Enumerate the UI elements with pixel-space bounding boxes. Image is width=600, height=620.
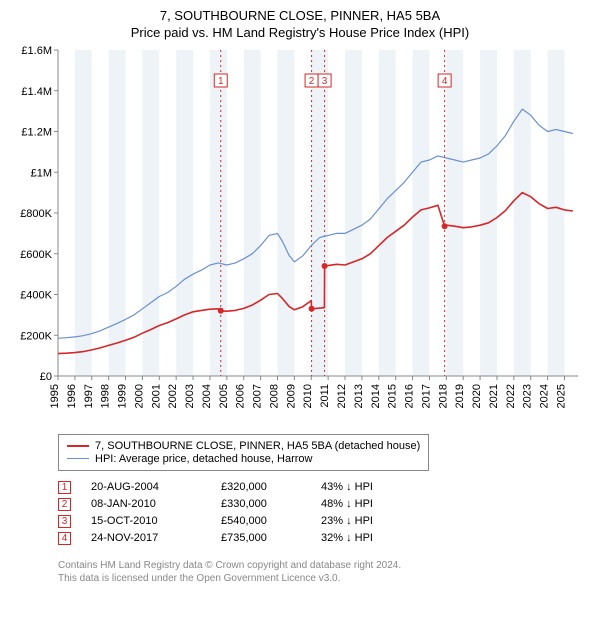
svg-text:2021: 2021 (488, 384, 500, 408)
svg-text:2002: 2002 (167, 384, 179, 408)
event-marker: 2 (58, 498, 71, 511)
svg-text:1: 1 (218, 76, 224, 87)
svg-text:2008: 2008 (268, 384, 280, 408)
svg-text:£400K: £400K (20, 289, 52, 301)
svg-text:1998: 1998 (100, 384, 112, 408)
event-row: 1 20-AUG-2004 £320,000 43% ↓ HPI (58, 481, 590, 494)
svg-text:2017: 2017 (420, 384, 432, 408)
event-price: £320,000 (221, 481, 301, 493)
svg-text:2007: 2007 (252, 384, 264, 408)
svg-text:3: 3 (322, 76, 328, 87)
legend-swatch (67, 458, 89, 459)
event-diff: 23% ↓ HPI (321, 515, 431, 527)
legend-label: 7, SOUTHBOURNE CLOSE, PINNER, HA5 5BA (d… (95, 440, 420, 452)
svg-text:£1.4M: £1.4M (21, 86, 52, 98)
svg-text:1997: 1997 (83, 384, 95, 408)
svg-text:£1.2M: £1.2M (21, 126, 52, 138)
svg-text:2011: 2011 (319, 384, 331, 408)
svg-text:1995: 1995 (49, 384, 61, 408)
svg-text:2025: 2025 (555, 384, 567, 408)
chart-plot: £0 £200K £400K £600K £800K £1M £1.2M £1.4M £1.6M… (10, 46, 590, 426)
event-price: £540,000 (221, 515, 301, 527)
svg-text:2005: 2005 (218, 384, 230, 408)
event-marker: 1 (58, 481, 71, 494)
svg-text:£200K: £200K (20, 330, 52, 342)
event-marker: 3 (58, 515, 71, 528)
svg-text:2014: 2014 (370, 384, 382, 408)
legend-item: 7, SOUTHBOURNE CLOSE, PINNER, HA5 5BA (d… (67, 440, 420, 452)
chart-container: 7, SOUTHBOURNE CLOSE, PINNER, HA5 5BA Pr… (0, 0, 600, 620)
footer-attribution: Contains HM Land Registry data © Crown c… (58, 559, 590, 586)
event-date: 15-OCT-2010 (91, 515, 201, 527)
svg-text:2010: 2010 (302, 384, 314, 408)
event-diff: 32% ↓ HPI (321, 532, 431, 544)
svg-text:2020: 2020 (471, 384, 483, 408)
svg-text:1996: 1996 (66, 384, 78, 408)
footer-line-2: This data is licensed under the Open Gov… (58, 572, 590, 586)
svg-text:2013: 2013 (353, 384, 365, 408)
event-date: 08-JAN-2010 (91, 498, 201, 510)
event-row: 2 08-JAN-2010 £330,000 48% ↓ HPI (58, 498, 590, 511)
svg-text:2016: 2016 (404, 384, 416, 408)
legend-swatch (67, 445, 89, 447)
svg-text:2003: 2003 (184, 384, 196, 408)
events-table: 1 20-AUG-2004 £320,000 43% ↓ HPI 2 08-JAN-201… (58, 481, 590, 545)
event-price: £735,000 (221, 532, 301, 544)
svg-text:4: 4 (442, 76, 448, 87)
svg-text:2022: 2022 (505, 384, 517, 408)
svg-text:2024: 2024 (539, 384, 551, 408)
chart-svg: £0 £200K £400K £600K £800K £1M £1.2M £1.4M £1.6M… (10, 46, 590, 426)
svg-text:£1.6M: £1.6M (21, 46, 52, 57)
svg-text:1999: 1999 (117, 384, 129, 408)
svg-text:2023: 2023 (522, 384, 534, 408)
event-row: 4 24-NOV-2017 £735,000 32% ↓ HPI (58, 532, 590, 545)
chart-title: 7, SOUTHBOURNE CLOSE, PINNER, HA5 5BA (10, 8, 590, 25)
svg-text:2000: 2000 (133, 384, 145, 408)
svg-text:2009: 2009 (285, 384, 297, 408)
footer-line-1: Contains HM Land Registry data © Crown c… (58, 559, 590, 573)
event-date: 20-AUG-2004 (91, 481, 201, 493)
event-diff: 48% ↓ HPI (321, 498, 431, 510)
svg-text:2012: 2012 (336, 384, 348, 408)
svg-text:2015: 2015 (387, 384, 399, 408)
svg-text:£1M: £1M (31, 167, 52, 179)
svg-text:£800K: £800K (20, 208, 52, 220)
svg-text:2006: 2006 (235, 384, 247, 408)
event-marker: 4 (58, 532, 71, 545)
event-date: 24-NOV-2017 (91, 532, 201, 544)
svg-text:2001: 2001 (150, 384, 162, 408)
svg-text:£0: £0 (40, 371, 52, 383)
svg-text:2019: 2019 (454, 384, 466, 408)
svg-text:2004: 2004 (201, 384, 213, 408)
svg-text:2: 2 (309, 76, 315, 87)
event-row: 3 15-OCT-2010 £540,000 23% ↓ HPI (58, 515, 590, 528)
svg-text:2018: 2018 (437, 384, 449, 408)
legend-label: HPI: Average price, detached house, Harr… (95, 453, 312, 465)
legend: 7, SOUTHBOURNE CLOSE, PINNER, HA5 5BA (d… (58, 434, 429, 471)
legend-item: HPI: Average price, detached house, Harr… (67, 453, 420, 465)
event-diff: 43% ↓ HPI (321, 481, 431, 493)
svg-text:£600K: £600K (20, 249, 52, 261)
chart-subtitle: Price paid vs. HM Land Registry's House … (10, 25, 590, 40)
event-price: £330,000 (221, 498, 301, 510)
